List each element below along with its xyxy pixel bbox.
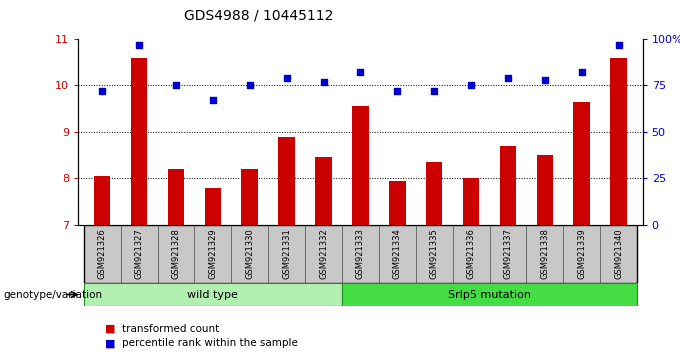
Bar [231,225,268,283]
Text: GSM921327: GSM921327 [135,229,143,279]
Point [318,79,329,85]
Bar [278,137,295,225]
Bar [158,225,194,283]
Text: GSM921340: GSM921340 [614,229,623,279]
Bar [526,225,563,283]
Point [613,42,624,47]
Text: GSM921330: GSM921330 [245,229,254,279]
Bar [241,169,258,225]
Point [392,88,403,94]
Text: ■: ■ [105,324,116,333]
Bar [205,188,221,225]
Bar [389,181,405,225]
Bar [168,169,184,225]
Bar [415,225,453,283]
Text: ■: ■ [105,338,116,348]
Text: wild type: wild type [188,290,238,300]
Bar [342,225,379,283]
Bar [84,225,120,283]
Bar [426,162,443,225]
Point [503,75,513,81]
Bar [268,225,305,283]
Text: GSM921336: GSM921336 [466,229,475,279]
Point [428,88,439,94]
Bar [316,158,332,225]
Bar [379,225,415,283]
Text: GSM921337: GSM921337 [503,229,513,279]
Text: GDS4988 / 10445112: GDS4988 / 10445112 [184,9,333,23]
Text: GSM921326: GSM921326 [98,229,107,279]
Point [244,82,255,88]
Text: GSM921333: GSM921333 [356,229,365,279]
Text: GSM921338: GSM921338 [541,229,549,279]
Bar [194,225,231,283]
Point [466,82,477,88]
Bar [537,155,553,225]
Text: percentile rank within the sample: percentile rank within the sample [122,338,299,348]
Text: GSM921335: GSM921335 [430,229,439,279]
Bar [463,178,479,225]
Bar [84,283,342,306]
Point [539,77,550,82]
Bar [490,225,526,283]
Bar [342,283,637,306]
Bar [120,225,158,283]
Bar [500,146,516,225]
Point [207,97,218,103]
Bar [611,57,627,225]
Point [355,69,366,75]
Text: GSM921334: GSM921334 [393,229,402,279]
Text: GSM921339: GSM921339 [577,229,586,279]
Bar [131,57,148,225]
Text: GSM921328: GSM921328 [171,229,180,279]
Text: Srlp5 mutation: Srlp5 mutation [448,290,531,300]
Bar [94,176,110,225]
Point [576,69,587,75]
Point [134,42,145,47]
Bar [305,225,342,283]
Bar [573,102,590,225]
Text: transformed count: transformed count [122,324,220,333]
Bar [600,225,637,283]
Point [171,82,182,88]
Point [282,75,292,81]
Text: GSM921329: GSM921329 [208,229,218,279]
Text: genotype/variation: genotype/variation [3,290,103,299]
Text: GSM921332: GSM921332 [319,229,328,279]
Bar [453,225,490,283]
Bar [563,225,600,283]
Text: GSM921331: GSM921331 [282,229,291,279]
Point [97,88,107,94]
Bar [352,106,369,225]
